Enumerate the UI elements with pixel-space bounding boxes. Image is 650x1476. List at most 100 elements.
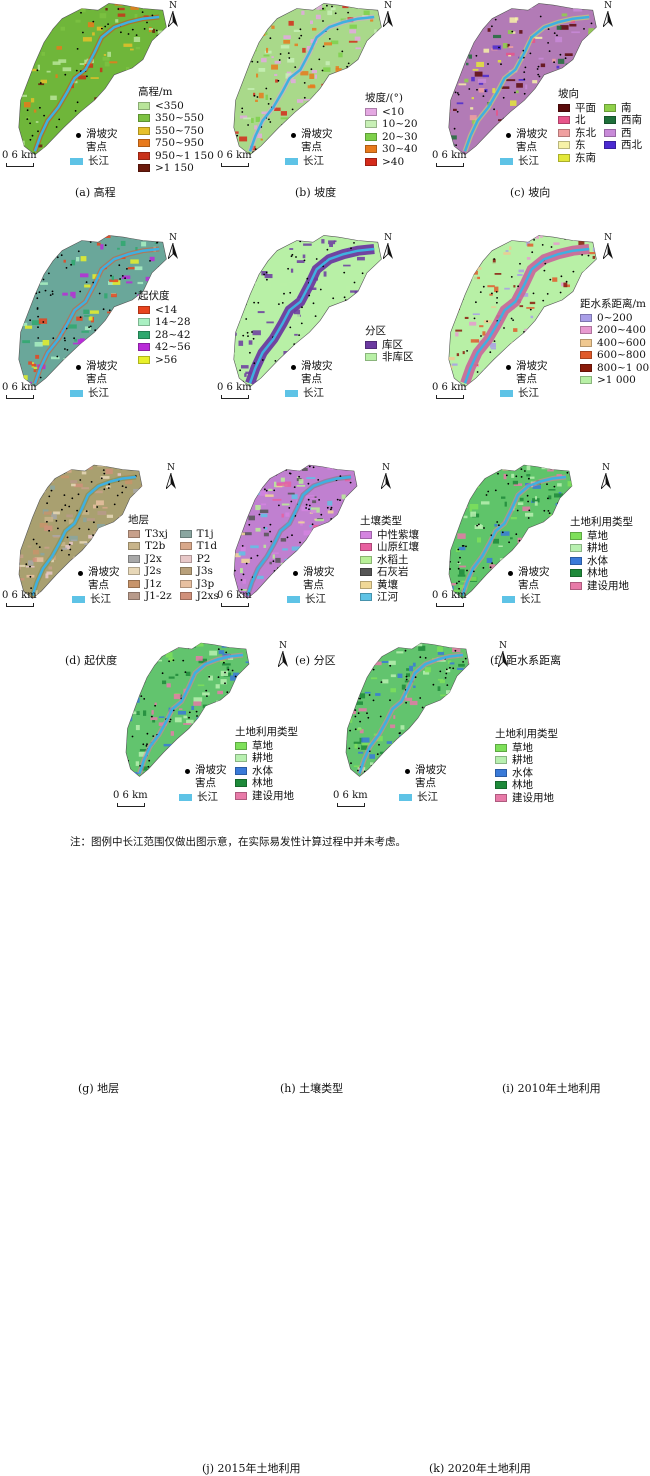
legend-item: 耕地 (235, 752, 298, 765)
scale-text: 0 6 km (2, 150, 37, 161)
legend-item: J1-2z (128, 590, 172, 603)
map-legend: 距水系距离/m 0~200 200~400 400~600 600~800 800~1 0… (580, 298, 650, 387)
landslide-label: 滑坡灾 害点 (301, 128, 333, 154)
yangtze-river-line (358, 653, 464, 774)
legend-swatch (138, 330, 150, 339)
legend-swatch (235, 779, 247, 788)
legend-swatch (604, 103, 616, 112)
scale-text: 0 6 km (2, 382, 37, 393)
river-legend-label: 长江 (305, 593, 326, 605)
north-label: N (499, 641, 507, 651)
legend-swatch (580, 313, 592, 322)
scale-bar: 0 6 km (113, 790, 148, 807)
river-legend-swatch (285, 158, 298, 165)
scale-text: 0 6 km (432, 150, 467, 161)
study-area-map (233, 235, 382, 388)
legend-swatch (235, 791, 247, 800)
scale-bar-line (6, 603, 34, 607)
legend-item: 水体 (235, 765, 298, 778)
landslide-label-line1: 滑坡灾 (415, 764, 447, 776)
landslide-label: 滑坡灾 害点 (86, 128, 118, 154)
legend-title: 土壤类型 (360, 515, 402, 527)
yangtze-river-line (138, 653, 244, 774)
legend-label: 山原红壤 (377, 541, 419, 553)
legend-item: 耕地 (570, 542, 633, 555)
legend-item: 350~550 (138, 112, 214, 125)
legend-label: 建设用地 (512, 791, 554, 804)
map-legend: 土壤类型 中性紫壤 山原红壤 水稻土 石灰岩 黄壤 江河 (360, 515, 419, 604)
map-legend: 地层 T3xj T1j T2b T1d J2x P2 J2s J3s J1z J3p J1-2z J2x… (128, 514, 219, 603)
scale-bar: 0 6 km (432, 150, 467, 167)
north-label: N (167, 463, 175, 473)
legend-item: 0~200 (580, 312, 650, 325)
scale-bar-line (117, 803, 145, 807)
scale-bar-line (6, 395, 34, 399)
legend-item: J2s (128, 565, 172, 578)
landslide-label-line2: 害点 (88, 579, 109, 591)
landslide-label-line1: 滑坡灾 (86, 360, 118, 372)
legend-swatch (604, 116, 616, 125)
legend-swatch (360, 530, 372, 539)
yangtze-river-line (463, 15, 590, 152)
legend-swatch (179, 592, 192, 601)
legend-label: 水体 (512, 766, 533, 779)
landslide-point-symbol (78, 571, 83, 576)
landslide-label-line1: 滑坡灾 (303, 566, 335, 578)
legend-label: 江河 (377, 591, 398, 603)
landslide-point-symbol (508, 571, 513, 576)
map-legend: 坡度/(°) <10 10~20 20~30 30~40 >40 (365, 92, 418, 168)
legend-label: 林地 (587, 567, 608, 579)
legend-label: J2x (145, 552, 162, 565)
north-arrow-icon: N (600, 234, 616, 259)
yangtze-river-line (248, 15, 375, 152)
legend-swatch (558, 153, 570, 162)
panel-caption: (d) 起伏度 (65, 654, 118, 667)
legend-title: 起伏度 (138, 290, 170, 302)
north-arrow-icon: N (598, 464, 614, 489)
legend-item: 42~56 (138, 341, 191, 354)
scale-bar-line (436, 163, 464, 167)
north-arrow-icon: N (495, 642, 511, 667)
legend-item: 林地 (570, 567, 633, 580)
legend-swatch (365, 157, 377, 166)
legend-item: 北 (558, 114, 596, 127)
legend-label: 东北 (575, 126, 596, 139)
legend-item: 非库区 (365, 351, 414, 364)
legend-item: 南 (604, 102, 642, 115)
legend-item: J2xs (179, 590, 219, 603)
legend-label: 550~750 (155, 124, 204, 137)
map-panel-1: N 0 6 km 滑坡灾 害点 长江 高程/m <350 350~550 550~750 750~… (0, 0, 215, 230)
legend-swatch (558, 128, 570, 137)
yangtze-river-line (31, 475, 137, 596)
scale-bar: 0 6 km (217, 382, 252, 399)
north-label: N (382, 463, 390, 473)
legend-title: 坡度/(°) (365, 92, 403, 104)
yangtze-river-line (246, 475, 352, 596)
legend-swatch (360, 555, 372, 564)
landslide-point-symbol (76, 133, 81, 138)
study-area-boundary (345, 642, 470, 777)
legend-item: 林地 (235, 777, 298, 790)
landslide-label: 滑坡灾 害点 (86, 360, 118, 386)
legend-item: >1 000 (580, 374, 650, 387)
landslide-label-line1: 滑坡灾 (88, 566, 120, 578)
north-arrow-icon: N (163, 464, 179, 489)
legend-label: 北 (575, 114, 586, 126)
landslide-point-symbol (185, 769, 190, 774)
landslide-label-line2: 害点 (516, 141, 537, 153)
legend-title: 距水系距离/m (580, 298, 646, 310)
legend-label: 库区 (382, 338, 403, 351)
landslide-label: 滑坡灾 害点 (195, 764, 227, 790)
map-legend: 分区 库区 非库区 (365, 325, 414, 364)
legend-item: 东南 (558, 152, 596, 165)
legend-label: 黄壤 (377, 578, 398, 591)
landslide-label-line2: 害点 (86, 141, 107, 153)
legend-swatch (179, 579, 192, 588)
legend-label: 耕地 (587, 542, 608, 554)
scale-bar: 0 6 km (2, 382, 37, 399)
legend-swatch (570, 569, 582, 578)
legend-swatch (235, 754, 247, 763)
legend-label: T3xj (145, 527, 168, 540)
study-area-map (233, 464, 358, 599)
river-legend-label: 长江 (303, 387, 324, 399)
